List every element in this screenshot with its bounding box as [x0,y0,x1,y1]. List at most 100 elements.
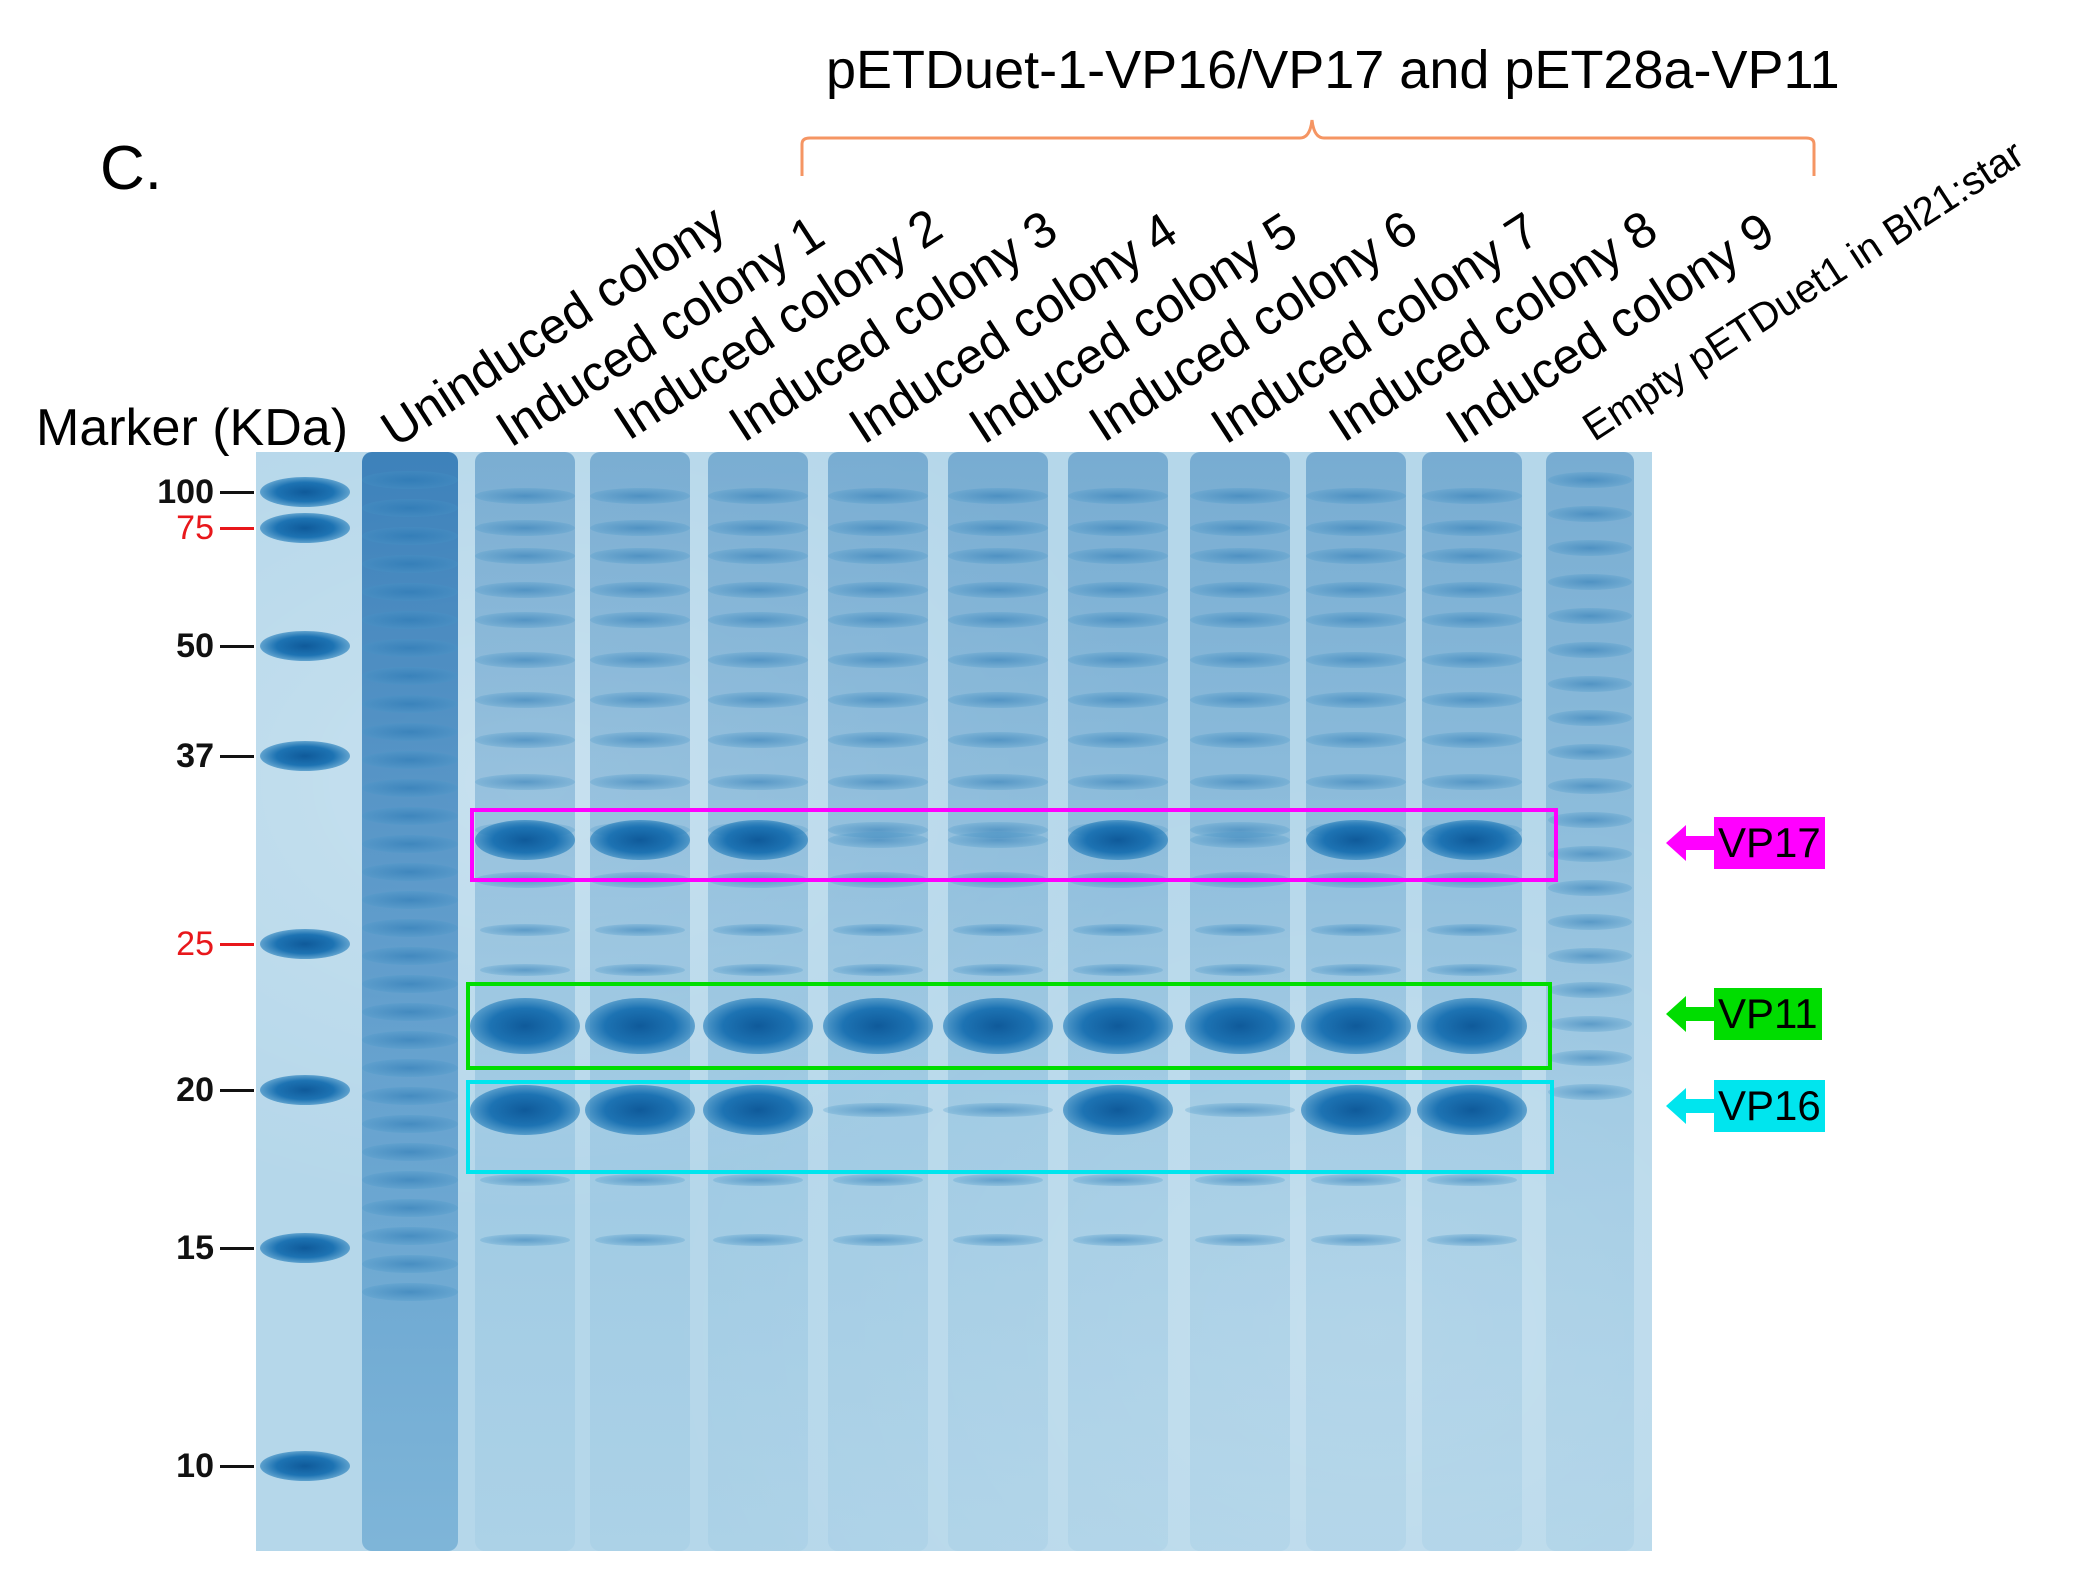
protein-band [480,1174,570,1186]
protein-band [1548,1050,1632,1066]
protein-band [1548,1084,1632,1100]
protein-band [590,774,690,790]
marker-tick [220,1089,254,1092]
protein-band [708,652,808,668]
protein-band [1548,982,1632,998]
protein-band [953,1234,1043,1246]
protein-band [1185,998,1295,1054]
protein-band [1427,1234,1517,1246]
protein-band [948,774,1048,790]
protein-band [713,964,803,976]
protein-band [260,1233,350,1263]
protein-band [1306,732,1406,748]
protein-band [362,1003,458,1021]
marker-tick [220,645,254,648]
protein-band [953,1174,1043,1186]
vp11-label: VP11 [1714,988,1822,1040]
protein-band [1195,1234,1285,1246]
marker-size-label: 100 [157,473,214,511]
protein-band [362,1087,458,1105]
protein-band [590,488,690,504]
protein-band [595,1174,685,1186]
protein-band [362,695,458,713]
protein-band [708,692,808,708]
protein-band [362,1031,458,1049]
protein-band [480,1234,570,1246]
protein-band [1073,924,1163,936]
protein-band [362,1143,458,1161]
protein-band [703,1085,813,1135]
protein-band [828,774,928,790]
protein-band [362,1171,458,1189]
protein-band [1306,548,1406,564]
protein-band [1306,488,1406,504]
protein-band [948,582,1048,598]
group-bracket [800,119,1816,176]
protein-band [1548,642,1632,658]
protein-band [1190,832,1290,848]
protein-band [1427,924,1517,936]
protein-band [362,723,458,741]
marker-tick [220,1247,254,1250]
protein-band [708,520,808,536]
gel-lane [1546,452,1634,1551]
protein-band [1190,774,1290,790]
protein-band [1422,692,1522,708]
protein-band [1422,612,1522,628]
protein-band [948,612,1048,628]
protein-band [362,835,458,853]
protein-band [362,751,458,769]
vp17-label: VP17 [1714,817,1825,869]
protein-band [475,582,575,598]
protein-band [475,692,575,708]
protein-band [1417,998,1527,1054]
marker-size-label: 37 [176,737,214,775]
protein-band [362,891,458,909]
protein-band [1311,1234,1401,1246]
protein-band [948,692,1048,708]
vp16-highlight-box [466,1080,1554,1174]
protein-band [1068,732,1168,748]
protein-band [1422,548,1522,564]
protein-band [1068,820,1168,860]
protein-band [1306,652,1406,668]
protein-band [362,555,458,573]
protein-band [1548,880,1632,896]
protein-band [1073,1234,1163,1246]
protein-band [362,919,458,937]
protein-band [1548,812,1632,828]
protein-band [595,1234,685,1246]
protein-band [828,732,928,748]
protein-band [1073,964,1163,976]
protein-band [1195,924,1285,936]
protein-band [1422,652,1522,668]
protein-band [595,964,685,976]
protein-band [953,964,1043,976]
protein-band [590,820,690,860]
protein-band [943,998,1053,1054]
vp17-highlight-box [470,808,1558,882]
protein-band [475,548,575,564]
protein-band [828,832,928,848]
protein-band [1306,612,1406,628]
protein-band [713,1174,803,1186]
protein-band [480,964,570,976]
protein-band [1311,924,1401,936]
protein-band [1073,1174,1163,1186]
protein-band [590,612,690,628]
protein-band [1068,582,1168,598]
protein-band [948,520,1048,536]
protein-band [1306,774,1406,790]
marker-tick [220,527,254,530]
protein-band [1306,582,1406,598]
protein-band [1190,612,1290,628]
protein-band [1311,1174,1401,1186]
protein-band [1422,488,1522,504]
protein-band [948,652,1048,668]
protein-band [362,863,458,881]
protein-band [828,692,928,708]
protein-band [828,488,928,504]
protein-band [823,998,933,1054]
marker-size-label: 15 [176,1229,214,1267]
protein-band [260,1075,350,1105]
